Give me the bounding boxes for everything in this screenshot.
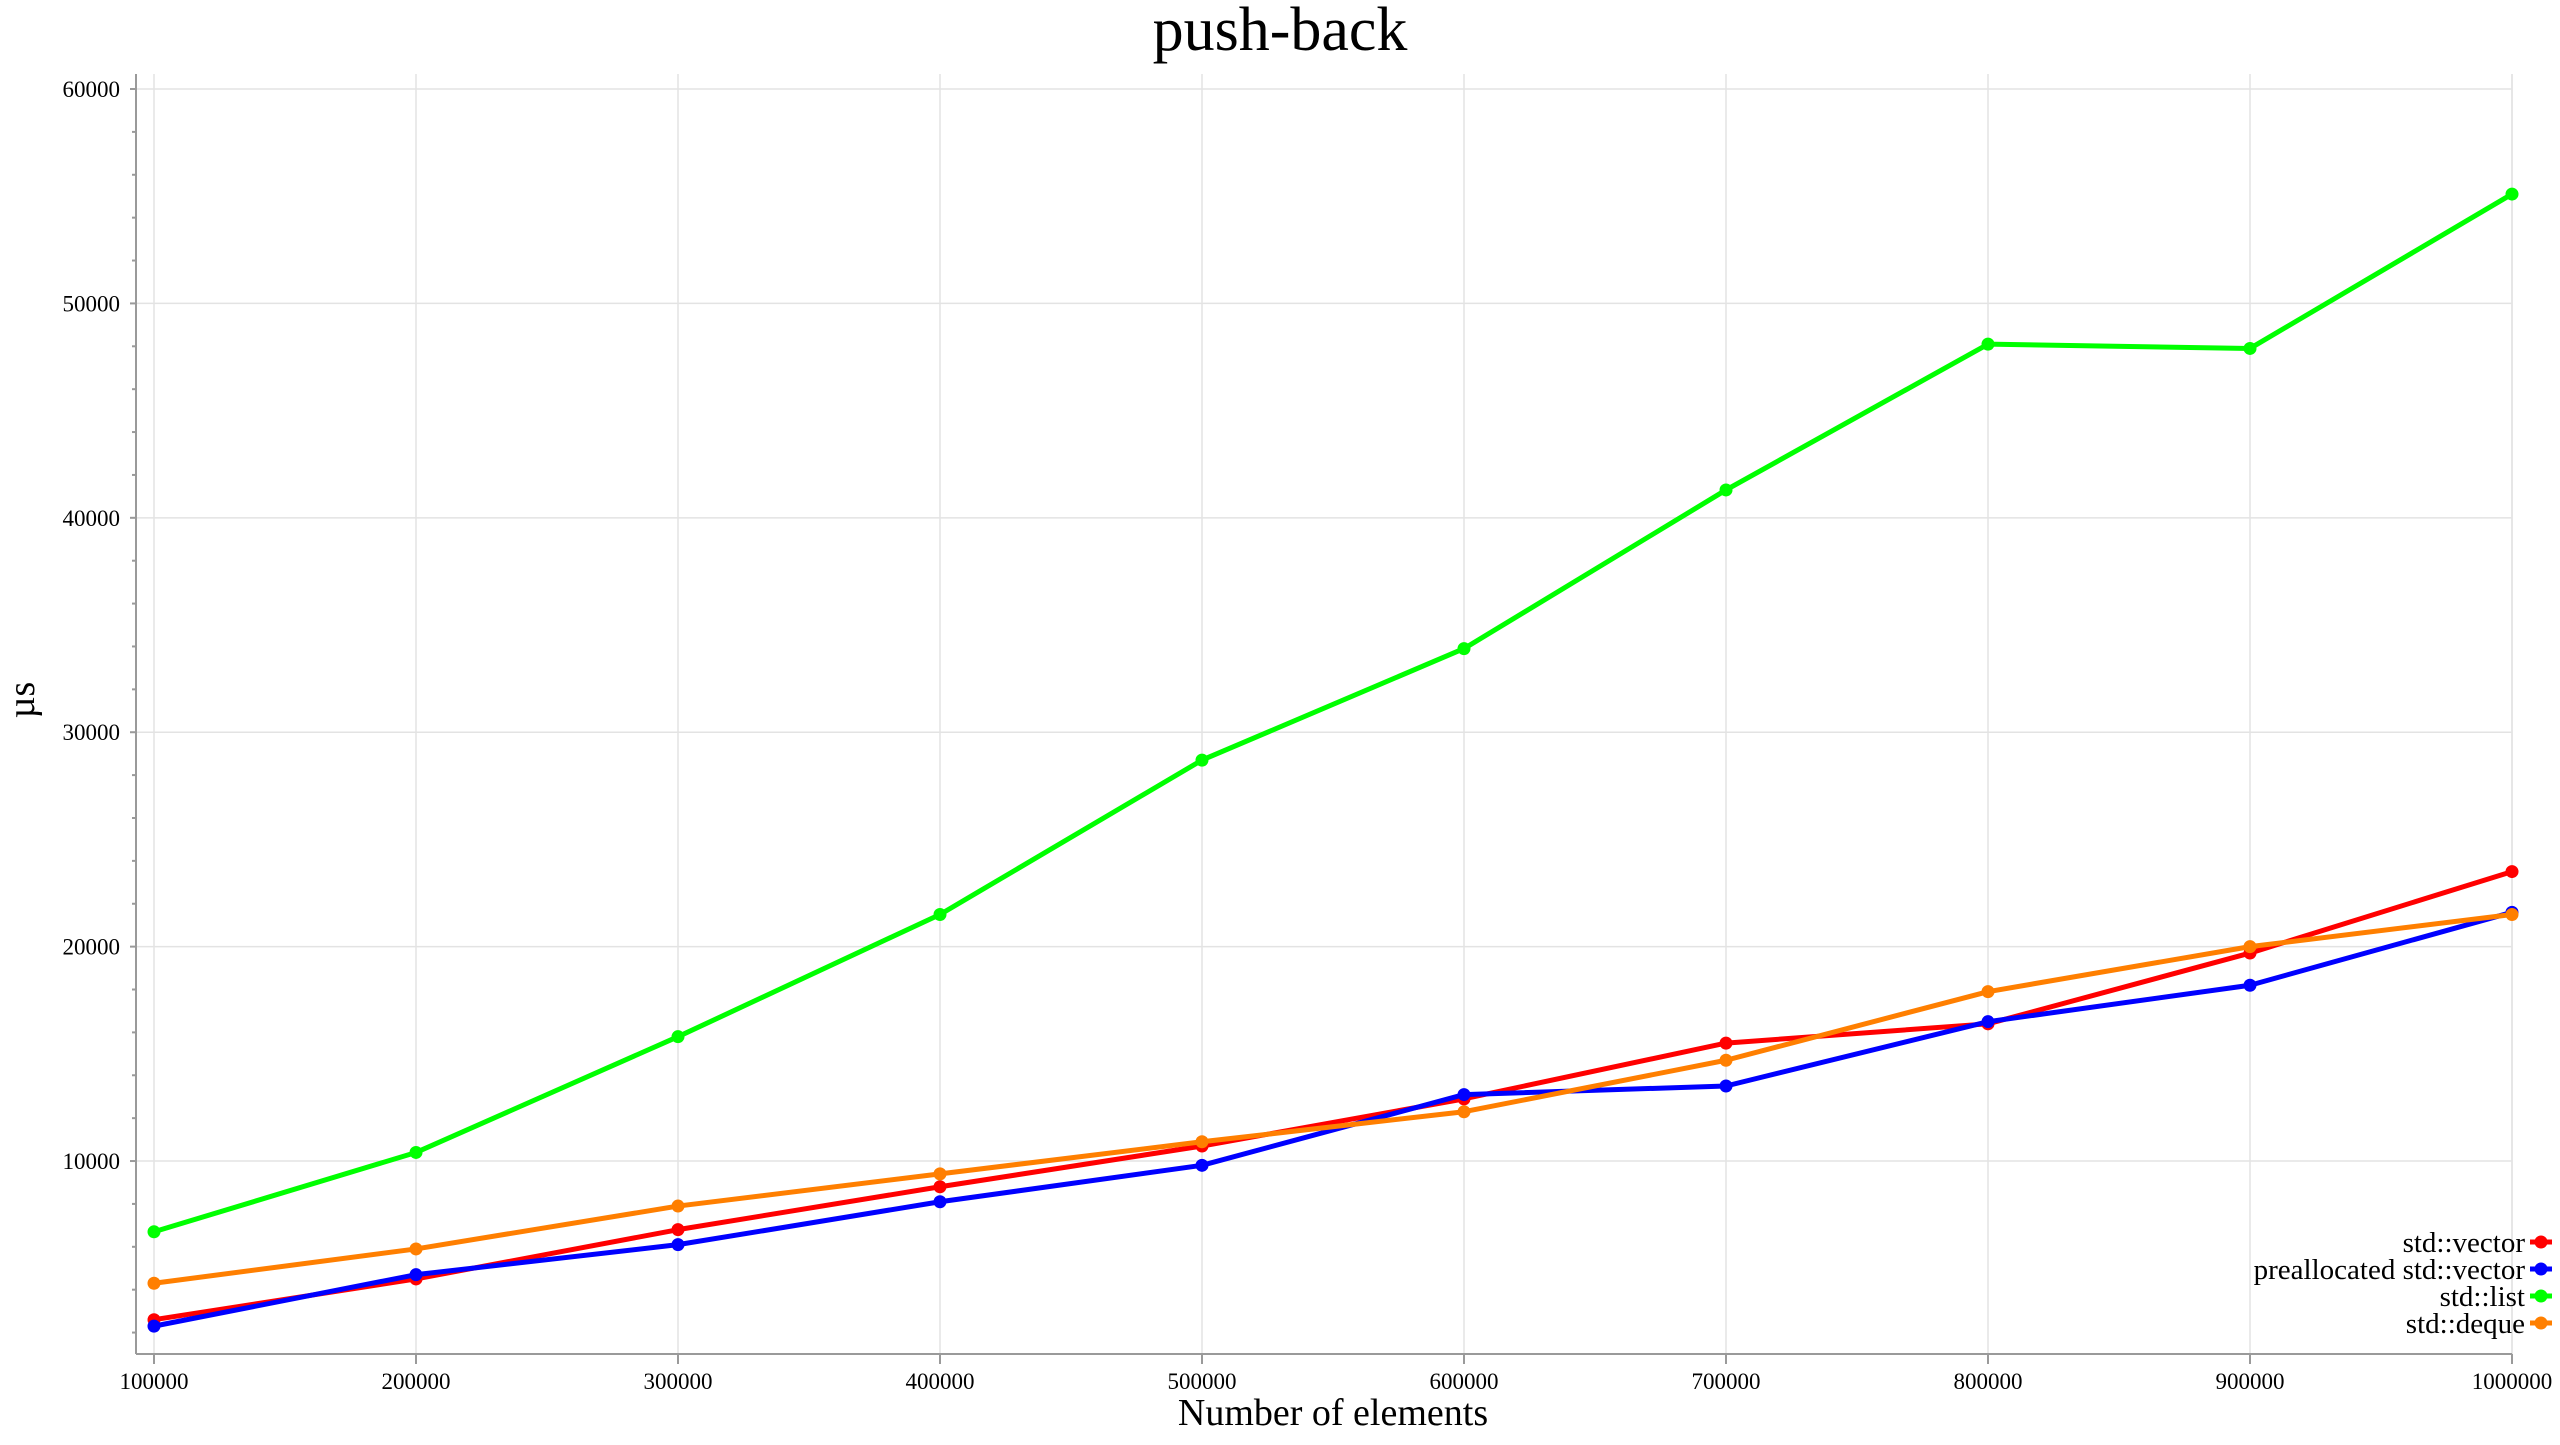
x-tick-label: 900000 xyxy=(2216,1369,2285,1394)
y-tick-label: 60000 xyxy=(63,77,121,102)
y-tick-label: 10000 xyxy=(63,1149,121,1174)
x-tick-label: 400000 xyxy=(906,1369,975,1394)
data-point xyxy=(1457,1105,1471,1119)
series-line xyxy=(151,911,2515,1286)
data-point xyxy=(2505,865,2519,879)
x-tick-label: 800000 xyxy=(1954,1369,2023,1394)
series-0 xyxy=(147,865,2519,1327)
data-point xyxy=(1981,1015,1995,1029)
legend-swatch-point xyxy=(2534,1262,2548,1276)
data-point xyxy=(671,1030,685,1044)
data-point xyxy=(1719,1036,1733,1050)
data-point xyxy=(2243,940,2257,954)
y-tick-label: 50000 xyxy=(63,291,121,316)
series-line xyxy=(151,869,2515,1323)
data-point xyxy=(1719,1053,1733,1067)
series-1 xyxy=(147,905,2519,1333)
series-line xyxy=(151,909,2515,1329)
axes: 100000 200000 300000 400000 500000 600000 7000… xyxy=(63,74,2553,1394)
x-tick-label: 100000 xyxy=(120,1369,189,1394)
data-point xyxy=(933,1167,947,1181)
x-tick-label: 500000 xyxy=(1168,1369,1237,1394)
data-point xyxy=(147,1276,161,1290)
data-point xyxy=(933,1180,947,1194)
data-point xyxy=(671,1199,685,1213)
series-group xyxy=(147,187,2519,1333)
data-point xyxy=(933,1195,947,1209)
y-tick-label: 20000 xyxy=(63,935,121,960)
legend-swatch-point xyxy=(2534,1289,2548,1303)
data-point xyxy=(147,1319,161,1333)
grid xyxy=(136,74,2513,1354)
x-tick-label: 700000 xyxy=(1692,1369,1761,1394)
x-tick-label: 300000 xyxy=(644,1369,713,1394)
data-point xyxy=(409,1242,423,1256)
data-point xyxy=(1981,985,1995,999)
series-2 xyxy=(147,187,2519,1239)
chart-title: push-back xyxy=(1153,0,1408,64)
data-point xyxy=(2243,341,2257,355)
legend-label: std::vector xyxy=(2403,1227,2526,1259)
data-point xyxy=(409,1145,423,1159)
data-point xyxy=(1457,642,1471,656)
x-tick-label: 200000 xyxy=(382,1369,451,1394)
data-point xyxy=(2243,978,2257,992)
x-tick-label: 600000 xyxy=(1430,1369,1499,1394)
series-3 xyxy=(147,907,2519,1290)
legend-swatch-point xyxy=(2534,1316,2548,1330)
series-line xyxy=(151,191,2515,1235)
y-axis-label: µs xyxy=(1,682,43,719)
data-point xyxy=(1195,1135,1209,1149)
legend-swatch-point xyxy=(2534,1235,2548,1249)
legend-label: std::list xyxy=(2440,1281,2525,1313)
data-point xyxy=(671,1238,685,1252)
data-point xyxy=(1719,483,1733,497)
x-tick-label: 1000000 xyxy=(2472,1369,2553,1394)
data-point xyxy=(671,1223,685,1237)
y-tick-label: 30000 xyxy=(63,720,121,745)
data-point xyxy=(1981,337,1995,351)
data-point xyxy=(1457,1088,1471,1102)
legend-label: preallocated std::vector xyxy=(2254,1254,2526,1286)
data-point xyxy=(1719,1079,1733,1093)
data-point xyxy=(2505,907,2519,921)
data-point xyxy=(147,1225,161,1239)
y-tick-label: 40000 xyxy=(63,506,121,531)
legend-label: std::deque xyxy=(2406,1308,2525,1340)
data-point xyxy=(933,907,947,921)
data-point xyxy=(409,1268,423,1282)
data-point xyxy=(1195,753,1209,767)
data-point xyxy=(2505,187,2519,201)
x-axis-label: Number of elements xyxy=(1178,1392,1488,1434)
data-point xyxy=(1195,1158,1209,1172)
